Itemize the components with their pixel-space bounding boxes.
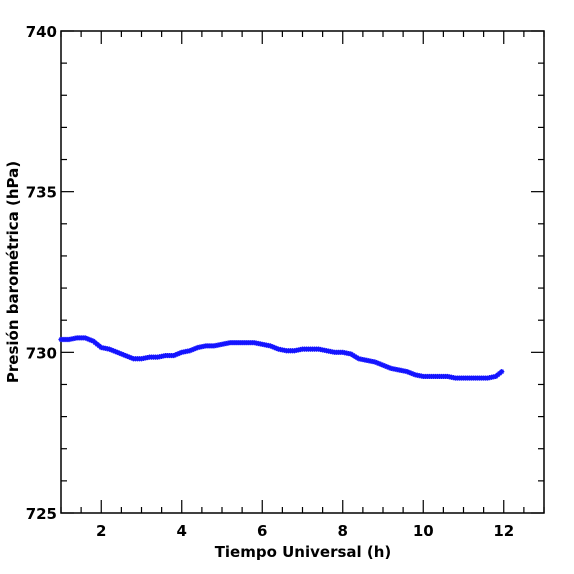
data-point bbox=[187, 348, 193, 354]
y-tick-label: 725 bbox=[26, 505, 57, 523]
data-point bbox=[120, 352, 126, 358]
data-point bbox=[382, 363, 388, 369]
data-point bbox=[173, 352, 179, 358]
data-point bbox=[175, 351, 181, 357]
data-point bbox=[386, 364, 392, 371]
data-point bbox=[378, 361, 384, 367]
data-point bbox=[108, 347, 114, 353]
data-point bbox=[374, 360, 380, 366]
y-axis-label: Presión barométrica (hPa) bbox=[4, 161, 22, 383]
y-tick-label: 740 bbox=[26, 23, 57, 41]
data-point bbox=[112, 348, 118, 355]
data-point bbox=[177, 350, 183, 356]
data-point bbox=[410, 371, 416, 377]
data-point bbox=[88, 337, 94, 343]
y-tick-label: 735 bbox=[26, 184, 57, 202]
data-point bbox=[114, 349, 120, 355]
data-point bbox=[126, 354, 133, 360]
data-point bbox=[380, 362, 386, 368]
y-tick-label: 730 bbox=[26, 344, 57, 362]
data-point bbox=[116, 350, 122, 356]
data-point bbox=[86, 336, 92, 343]
data-point bbox=[84, 336, 90, 342]
data-point bbox=[273, 345, 279, 351]
data-point bbox=[110, 348, 116, 354]
data-point bbox=[106, 346, 112, 352]
data-point bbox=[191, 346, 197, 352]
data-point bbox=[376, 360, 382, 367]
x-tick-label: 2 bbox=[96, 522, 106, 540]
data-point bbox=[384, 364, 390, 370]
data-point bbox=[269, 344, 275, 350]
data-point bbox=[271, 344, 277, 351]
data-point bbox=[171, 352, 177, 359]
x-tick-label: 12 bbox=[493, 522, 514, 540]
data-point bbox=[408, 370, 414, 376]
data-point bbox=[118, 351, 124, 357]
data-point bbox=[406, 369, 412, 376]
data-point bbox=[124, 353, 131, 359]
data-point bbox=[404, 369, 410, 375]
x-tick-label: 6 bbox=[257, 522, 267, 540]
data-point bbox=[128, 355, 135, 361]
data-series bbox=[58, 335, 505, 381]
data-point bbox=[499, 369, 505, 375]
series-markers bbox=[58, 335, 505, 381]
data-point bbox=[267, 343, 273, 349]
x-tick-label: 8 bbox=[338, 522, 348, 540]
data-point bbox=[122, 352, 128, 359]
data-point bbox=[189, 347, 195, 353]
x-tick-label: 4 bbox=[177, 522, 187, 540]
x-tick-label: 10 bbox=[413, 522, 434, 540]
plot-frame bbox=[60, 30, 545, 514]
tick-labels: 2 4 6 8 10 12 725 730 735 740 bbox=[26, 23, 515, 540]
data-point bbox=[372, 359, 378, 365]
axis-ticks bbox=[60, 30, 545, 514]
x-axis-label: Tiempo Universal (h) bbox=[215, 543, 392, 561]
data-point bbox=[193, 345, 199, 351]
data-point bbox=[82, 335, 88, 341]
